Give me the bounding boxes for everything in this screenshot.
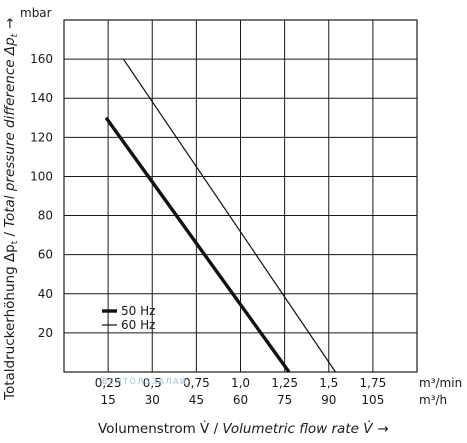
y-tick-label: 60 (38, 248, 53, 262)
x-tick-label-bottom: 30 (145, 393, 160, 407)
x-tick-label-bottom: 15 (100, 393, 115, 407)
y-axis-title-italic-sub: t (10, 33, 20, 37)
y-tick-label: 80 (38, 209, 53, 223)
x-tick-label-top: 1,0 (231, 376, 250, 390)
y-tick-label: 160 (30, 52, 53, 66)
x-axis-title-plain: Volumenstrom V̇ / (98, 421, 222, 437)
x-ticks: 0,25 15 0,5 30 0,75 45 1,0 60 1,25 75 1,5 90 1,75 105 (95, 376, 386, 407)
x-tick-label-bottom: 75 (277, 393, 292, 407)
series-line-60hz (122, 58, 336, 373)
y-axis-title: Totaldruckerhöhung Δpt / Total pressure … (2, 18, 20, 402)
y-tick-label: 100 (30, 169, 53, 183)
legend-label-50hz: 50 Hz (121, 304, 155, 318)
x-tick-label-bottom: 45 (189, 393, 204, 407)
x-tick-label-top: 1,5 (319, 376, 338, 390)
y-tick-label: 20 (38, 326, 53, 340)
y-axis-title-italic: Total pressure difference Δp (2, 37, 18, 227)
x-axis-arrow: → (377, 421, 388, 437)
grid (64, 20, 417, 372)
x-tick-label-top: 1,25 (271, 376, 298, 390)
x-tick-label-bottom: 90 (321, 393, 336, 407)
y-axis-title-plain-sub: t (10, 240, 20, 244)
y-axis-arrow: → (2, 18, 18, 29)
y-axis-title-plain: Totaldruckerhöhung Δp (2, 244, 18, 401)
series-layer (104, 58, 336, 373)
x-unit-bottom-label: m³/h (419, 393, 447, 407)
y-tick-label: 120 (30, 130, 53, 144)
legend: 50 Hz 60 Hz (102, 304, 155, 332)
x-tick-label-bottom: 60 (233, 393, 248, 407)
series-line-50hz (104, 116, 291, 373)
y-axis-title-sep: / (2, 228, 18, 241)
legend-label-60hz: 60 Hz (121, 318, 155, 332)
y-tick-label: 140 (30, 91, 53, 105)
watermark-text: ВЕНТОЛЭЗАЛАЙ (102, 375, 187, 386)
x-tick-label-top: 1,75 (360, 376, 387, 390)
x-tick-label-top: 0,75 (183, 376, 210, 390)
y-tick-label: 40 (38, 287, 53, 301)
x-tick-label-bottom: 105 (361, 393, 384, 407)
x-axis-title: Volumenstrom V̇ / Volumetric flow rate V… (98, 421, 389, 437)
y-ticks: 20 40 60 80 100 120 140 160 (30, 52, 53, 340)
y-unit-label: mbar (20, 6, 52, 20)
x-tick-label-top: 0,5 (143, 376, 162, 390)
x-tick-label-top: 0,25 (95, 376, 122, 390)
x-axis-title-italic: Volumetric flow rate V̇ (222, 421, 374, 437)
x-unit-top-label: m³/min (419, 376, 462, 390)
